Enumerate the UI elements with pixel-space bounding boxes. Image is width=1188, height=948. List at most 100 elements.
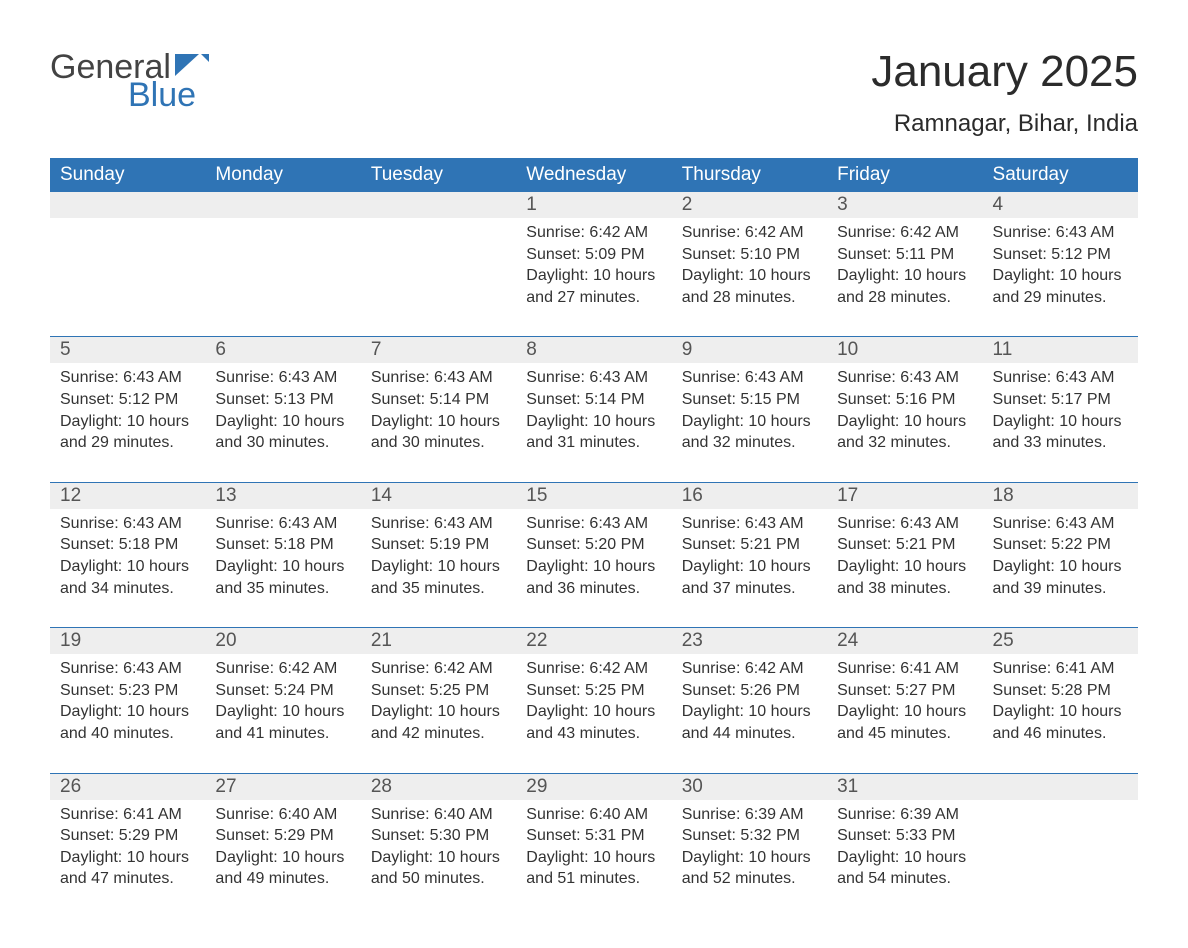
day-cell [361,218,516,336]
sunrise-value: 6:43 AM [1056,515,1115,532]
sunset-line: Sunset: 5:10 PM [682,244,817,266]
day-number: 17 [837,485,858,506]
day-number: 25 [993,630,1014,651]
daylight-line: Daylight: 10 hours and 47 minutes. [60,847,195,890]
sunrise-value: 6:42 AM [279,660,338,677]
daylight-label: Daylight: [371,413,433,430]
day-number: 22 [526,630,547,651]
sunrise-value: 6:42 AM [745,224,804,241]
day-number-cell: 13 [205,482,360,509]
sunrise-label: Sunrise: [526,369,585,386]
day-number-cell: 6 [205,336,360,363]
sunrise-value: 6:43 AM [745,369,804,386]
sunset-value: 5:10 PM [740,246,800,263]
daylight-line: Daylight: 10 hours and 51 minutes. [526,847,661,890]
sunset-label: Sunset: [215,391,269,408]
sunrise-label: Sunrise: [215,806,274,823]
weekday-header: Friday [827,158,982,192]
day-content: Sunrise: 6:42 AMSunset: 5:25 PMDaylight:… [516,654,671,744]
day-number-cell: 19 [50,627,205,654]
sunset-label: Sunset: [371,536,425,553]
sunrise-label: Sunrise: [215,515,274,532]
day-number-cell: 10 [827,336,982,363]
sunrise-label: Sunrise: [837,369,896,386]
sunset-line: Sunset: 5:26 PM [682,680,817,702]
day-number-cell: 27 [205,773,360,800]
sunset-value: 5:16 PM [896,391,956,408]
sunset-line: Sunset: 5:16 PM [837,389,972,411]
sunrise-value: 6:40 AM [589,806,648,823]
sunset-line: Sunset: 5:30 PM [371,825,506,847]
sunset-line: Sunset: 5:27 PM [837,680,972,702]
day-number-cell: 26 [50,773,205,800]
day-number: 18 [993,485,1014,506]
sunrise-line: Sunrise: 6:43 AM [60,658,195,680]
sunset-label: Sunset: [682,827,736,844]
sunrise-value: 6:43 AM [434,515,493,532]
daylight-label: Daylight: [60,413,122,430]
sunrise-value: 6:43 AM [589,515,648,532]
sunrise-line: Sunrise: 6:42 AM [682,222,817,244]
day-number: 12 [60,485,81,506]
sunrise-line: Sunrise: 6:41 AM [60,804,195,826]
day-content: Sunrise: 6:43 AMSunset: 5:18 PMDaylight:… [205,509,360,599]
sunset-line: Sunset: 5:32 PM [682,825,817,847]
day-content: Sunrise: 6:42 AMSunset: 5:09 PMDaylight:… [516,218,671,308]
daylight-label: Daylight: [215,849,277,866]
sunrise-line: Sunrise: 6:41 AM [993,658,1128,680]
sunset-label: Sunset: [215,827,269,844]
sunset-value: 5:33 PM [896,827,956,844]
day-number: 30 [682,776,703,797]
sunset-label: Sunset: [371,827,425,844]
sunrise-line: Sunrise: 6:40 AM [526,804,661,826]
day-number-cell: 15 [516,482,671,509]
daylight-label: Daylight: [215,413,277,430]
day-cell [50,218,205,336]
day-content: Sunrise: 6:43 AMSunset: 5:14 PMDaylight:… [361,363,516,453]
day-number-cell: 22 [516,627,671,654]
day-content: Sunrise: 6:43 AMSunset: 5:12 PMDaylight:… [50,363,205,453]
daylight-label: Daylight: [682,558,744,575]
sunrise-line: Sunrise: 6:42 AM [682,658,817,680]
sunrise-value: 6:43 AM [279,515,338,532]
sunrise-value: 6:40 AM [279,806,338,823]
daylight-label: Daylight: [526,703,588,720]
day-number-cell: 7 [361,336,516,363]
day-content: Sunrise: 6:40 AMSunset: 5:31 PMDaylight:… [516,800,671,890]
daylight-label: Daylight: [371,558,433,575]
sunset-label: Sunset: [682,536,736,553]
day-content: Sunrise: 6:42 AMSunset: 5:24 PMDaylight:… [205,654,360,744]
day-cell: Sunrise: 6:43 AMSunset: 5:20 PMDaylight:… [516,509,671,627]
sunset-line: Sunset: 5:31 PM [526,825,661,847]
sunset-line: Sunset: 5:18 PM [215,534,350,556]
day-cell: Sunrise: 6:42 AMSunset: 5:24 PMDaylight:… [205,654,360,772]
daylight-label: Daylight: [60,849,122,866]
day-number-row: 12131415161718 [50,482,1138,509]
sunset-label: Sunset: [837,827,891,844]
daylight-line: Daylight: 10 hours and 30 minutes. [371,411,506,454]
daylight-label: Daylight: [993,413,1055,430]
sunrise-label: Sunrise: [60,369,119,386]
sunset-label: Sunset: [837,391,891,408]
sunrise-line: Sunrise: 6:43 AM [60,367,195,389]
sunset-value: 5:21 PM [896,536,956,553]
sunrise-line: Sunrise: 6:43 AM [682,513,817,535]
day-cell: Sunrise: 6:43 AMSunset: 5:21 PMDaylight:… [672,509,827,627]
day-number: 28 [371,776,392,797]
sunset-label: Sunset: [993,246,1047,263]
daylight-label: Daylight: [993,267,1055,284]
daylight-line: Daylight: 10 hours and 27 minutes. [526,265,661,308]
daylight-line: Daylight: 10 hours and 30 minutes. [215,411,350,454]
sunrise-value: 6:39 AM [745,806,804,823]
sunrise-line: Sunrise: 6:43 AM [993,367,1128,389]
daylight-label: Daylight: [837,849,899,866]
daylight-line: Daylight: 10 hours and 44 minutes. [682,701,817,744]
daylight-line: Daylight: 10 hours and 41 minutes. [215,701,350,744]
day-number-cell [983,773,1138,800]
day-content-row: Sunrise: 6:43 AMSunset: 5:23 PMDaylight:… [50,654,1138,772]
day-cell: Sunrise: 6:42 AMSunset: 5:10 PMDaylight:… [672,218,827,336]
day-cell: Sunrise: 6:43 AMSunset: 5:16 PMDaylight:… [827,363,982,481]
sunrise-label: Sunrise: [60,660,119,677]
daylight-line: Daylight: 10 hours and 36 minutes. [526,556,661,599]
day-content: Sunrise: 6:43 AMSunset: 5:12 PMDaylight:… [983,218,1138,308]
